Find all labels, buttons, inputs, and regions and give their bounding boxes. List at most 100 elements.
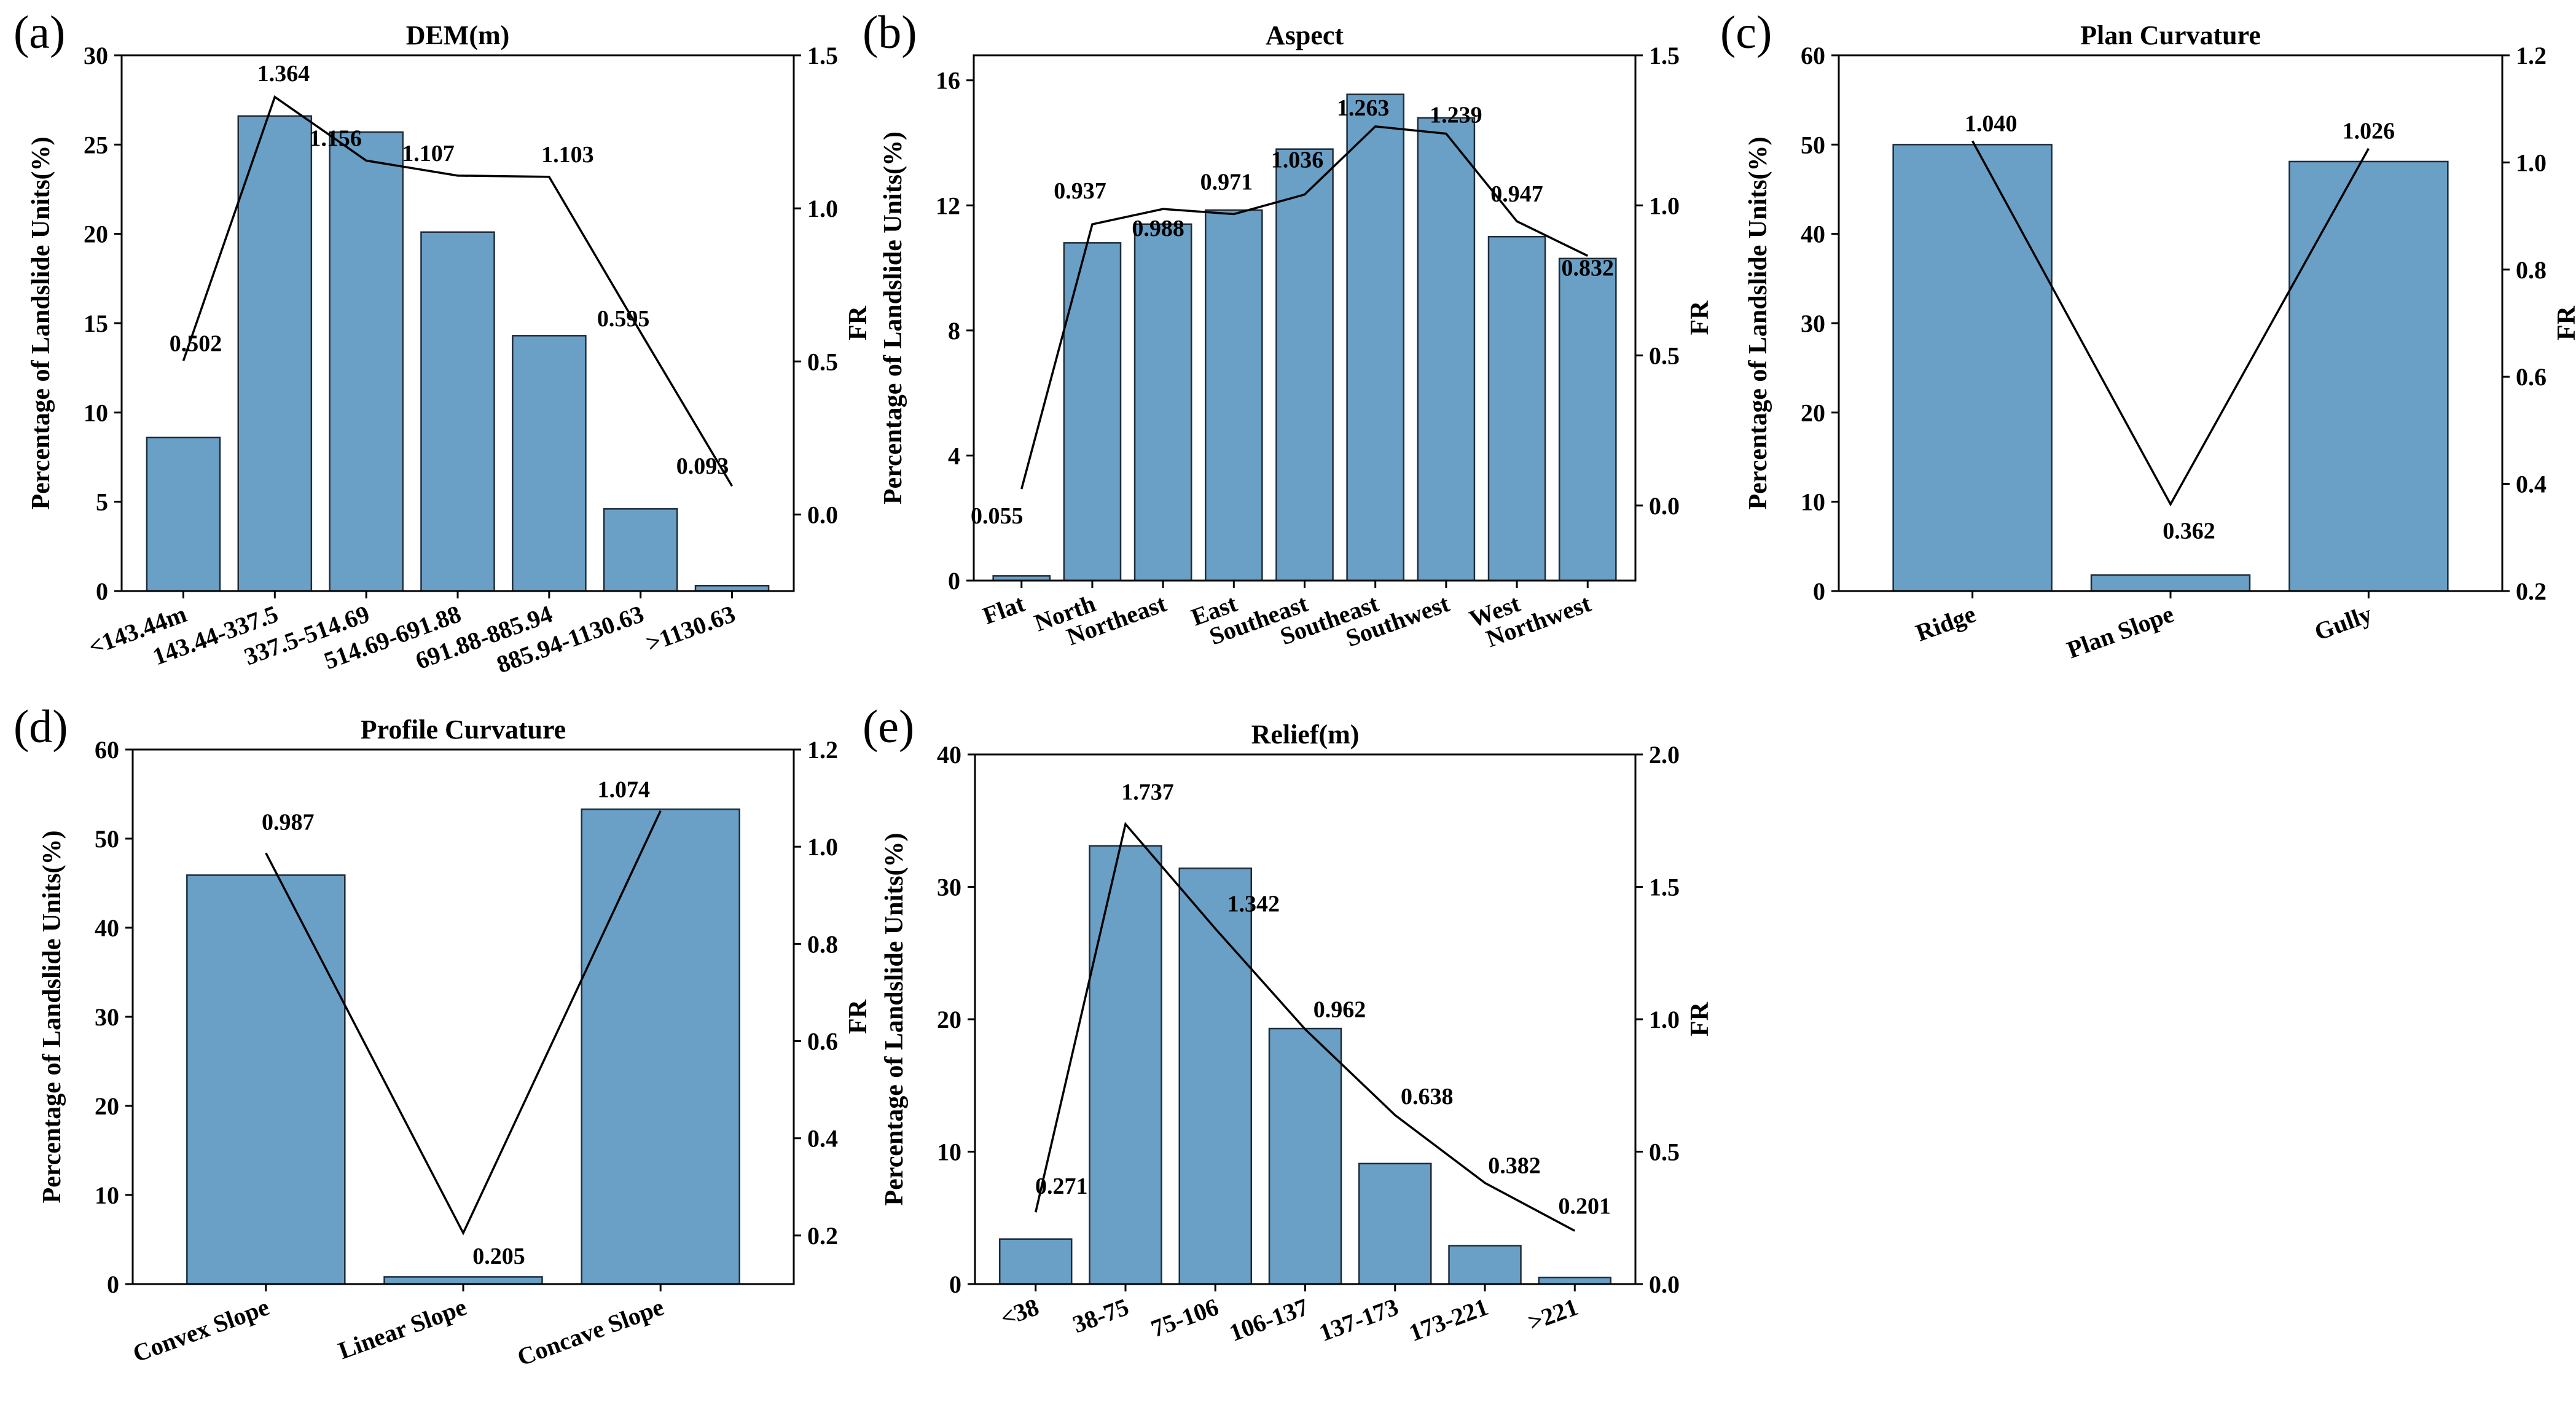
bar-b-2: [1133, 223, 1192, 582]
x-tick-label: 137-173: [1315, 1293, 1402, 1347]
fr-value-label: 0.093: [676, 453, 729, 479]
y-axis-label: Percentage of Landslide Units(%): [27, 136, 55, 509]
left-tick-label: 8: [948, 317, 960, 345]
left-tick-label: 20: [95, 1092, 119, 1120]
bar-a-5: [603, 508, 678, 592]
left-tick-label: 10: [84, 399, 108, 426]
chart-title: Relief(m): [1251, 719, 1360, 750]
fr-value-label: 0.201: [1559, 1193, 1611, 1219]
panel-label: (d): [14, 701, 68, 753]
left-tick-label: 0: [949, 1271, 961, 1298]
fr-value-label: 0.382: [1488, 1153, 1541, 1178]
left-tick-label: 30: [937, 874, 961, 901]
left-tick-label: 30: [84, 42, 108, 69]
right-tick-label: 0.4: [2516, 471, 2547, 498]
right-tick-label: 1.2: [2516, 42, 2547, 69]
fr-value-label: 0.947: [1490, 181, 1543, 207]
left-tick-label: 30: [95, 1003, 119, 1031]
right-tick-label: 0.6: [807, 1028, 838, 1056]
left-tick-label: 0: [1813, 578, 1825, 605]
right-tick-label: 0.4: [807, 1125, 838, 1153]
bar-a-1: [237, 115, 313, 592]
fr-value-label: 1.156: [309, 125, 362, 151]
left-tick-label: 20: [84, 221, 108, 248]
left-tick-label: 20: [937, 1006, 961, 1033]
right-tick-label: 1.2: [807, 736, 838, 764]
bar-a-0: [146, 436, 221, 592]
y-axis-label: Percentage of Landslide Units(%): [1744, 136, 1772, 509]
fr-value-label: 1.036: [1271, 147, 1324, 173]
right-tick-label: 1.5: [1649, 42, 1680, 69]
bar-d-0: [186, 874, 346, 1285]
right-tick-label: 0.2: [807, 1222, 838, 1250]
bar-e-2: [1178, 868, 1252, 1285]
fr-value-label: 1.263: [1337, 95, 1390, 121]
x-tick-label: 106-137: [1226, 1293, 1312, 1347]
y-axis-label: Percentage of Landslide Units(%): [880, 832, 909, 1205]
y2-axis-label: FR: [1686, 1001, 1714, 1036]
x-tick-label: 75-106: [1147, 1293, 1222, 1342]
bar-b-8: [1558, 257, 1617, 582]
y2-axis-label: FR: [1686, 300, 1714, 335]
fr-value-label: 1.074: [597, 777, 650, 803]
bar-c-0: [1892, 144, 2053, 592]
chart-title: DEM(m): [406, 20, 510, 50]
right-tick-label: 0.2: [2516, 578, 2547, 605]
x-tick-label: Linear Slope: [335, 1293, 470, 1365]
fr-value-label: 0.832: [1561, 255, 1614, 281]
fr-value-label: 0.271: [1035, 1173, 1088, 1199]
chart-panel-c: (c) Plan Curvature 1.040 0.362 1.026 0 10 20 30 4…: [1720, 7, 2576, 664]
right-tick-label: 0.0: [807, 501, 838, 528]
bar-c-2: [2288, 160, 2449, 592]
panel-label: (e): [863, 701, 914, 753]
y-axis-label: Percentage of Landslide Units(%): [38, 830, 66, 1203]
bar-e-1: [1089, 845, 1162, 1285]
fr-value-label: 0.362: [2163, 519, 2215, 544]
right-tick-label: 1.0: [807, 833, 838, 861]
panel-label: (b): [863, 7, 917, 58]
fr-value-label: 1.026: [2343, 119, 2395, 144]
y2-axis-label: FR: [2553, 305, 2576, 340]
x-tick-label: <38: [996, 1293, 1042, 1332]
y2-axis-label: FR: [844, 305, 872, 340]
bar-b-5: [1346, 93, 1405, 582]
fr-line-e: [1035, 821, 1576, 1232]
bar-e-5: [1448, 1245, 1522, 1285]
right-tick-label: 1.5: [1649, 874, 1680, 901]
left-tick-label: 5: [96, 488, 108, 516]
fr-value-label: 0.595: [597, 306, 650, 332]
fr-line-c: [1971, 140, 2370, 507]
left-tick-label: 60: [1801, 42, 1825, 69]
left-tick-label: 16: [936, 67, 960, 95]
bar-b-7: [1487, 235, 1546, 582]
right-tick-label: 0.0: [1649, 1271, 1680, 1298]
panel-label: (a): [14, 7, 65, 58]
bar-d-2: [581, 808, 740, 1285]
left-tick-label: 25: [84, 131, 108, 159]
panel-label: (c): [1720, 7, 1772, 58]
y2-axis-label: FR: [844, 999, 872, 1034]
bar-b-3: [1204, 209, 1263, 582]
left-tick-label: 40: [1801, 221, 1825, 248]
x-tick-label: 173-221: [1405, 1293, 1492, 1347]
chart-title: Plan Curvature: [2080, 20, 2261, 50]
fr-value-label: 1.103: [541, 142, 594, 168]
fr-value-label: 0.638: [1401, 1084, 1454, 1110]
chart-title: Profile Curvature: [361, 715, 566, 745]
x-tick-label: Concave Slope: [514, 1293, 667, 1371]
bar-e-0: [998, 1238, 1073, 1285]
right-tick-label: 1.5: [807, 42, 838, 69]
left-tick-label: 50: [95, 825, 119, 853]
fr-value-label: 0.962: [1313, 997, 1366, 1022]
x-tick-label: >1130.63: [643, 600, 739, 657]
fr-line-a: [182, 95, 734, 487]
chart-panel-d: (d) Profile Curvature 0.987 0.205 1.074 0 10 20…: [14, 701, 872, 1371]
bar-b-6: [1417, 117, 1476, 582]
left-tick-label: 0: [96, 578, 108, 605]
right-tick-label: 0.5: [1649, 1138, 1680, 1166]
right-tick-label: 0.0: [1649, 492, 1680, 520]
bar-e-6: [1538, 1276, 1612, 1285]
bar-b-4: [1275, 148, 1334, 582]
bar-a-4: [512, 335, 587, 592]
